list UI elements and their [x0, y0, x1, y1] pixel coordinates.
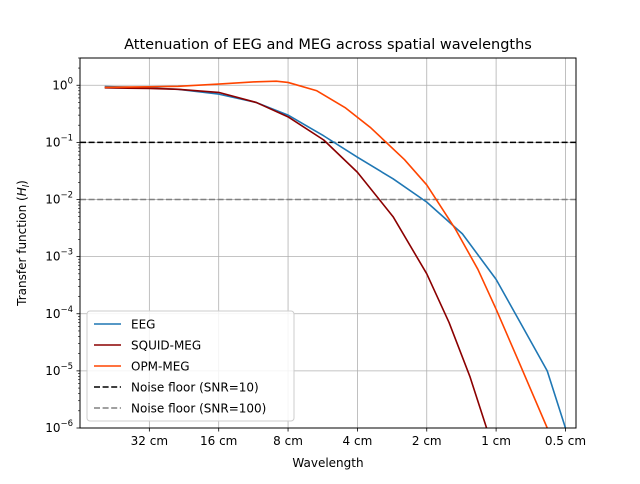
y-tick-label: 100 — [52, 76, 73, 92]
series-line-squid-meg — [104, 87, 488, 428]
x-tick-label: 2 cm — [412, 434, 442, 448]
y-tick-label: 10−4 — [45, 305, 73, 321]
y-axis-label-end: ) — [15, 180, 29, 185]
legend-label: OPM-MEG — [131, 360, 190, 374]
x-tick-label: 1 cm — [481, 434, 511, 448]
x-tick-label: 16 cm — [200, 434, 237, 448]
legend-label: Noise floor (SNR=100) — [131, 402, 266, 416]
y-tick-label: 10−1 — [45, 133, 73, 149]
axis-ticks: 32 cm 16 cm 8 cm 4 cm 2 cm 1 cm 0.5 cm 100 10−1 1… — [45, 57, 586, 448]
legend-label: SQUID-MEG — [131, 339, 201, 353]
noise-floor-lines — [80, 141, 576, 201]
y-axis-label-subscript: l — [22, 184, 32, 187]
chart-title: Attenuation of EEG and MEG across spatia… — [124, 37, 532, 53]
x-tick-label: 32 cm — [131, 434, 168, 448]
x-tick-label: 4 cm — [343, 434, 373, 448]
x-tick-label: 8 cm — [273, 434, 303, 448]
x-tick-label: 0.5 cm — [545, 434, 586, 448]
x-axis-label: Wavelength — [292, 456, 363, 470]
y-axis-label: Transfer function (Hl) — [15, 180, 32, 307]
y-tick-label: 10−2 — [45, 191, 73, 207]
legend-label: Noise floor (SNR=10) — [131, 381, 259, 395]
plot-frame — [79, 57, 577, 429]
series-line-opm-meg — [104, 80, 548, 428]
legend: EEG SQUID-MEG OPM-MEG Noise floor (SNR=10) N… — [86, 310, 295, 422]
y-tick-label: 10−6 — [45, 419, 73, 435]
y-axis-label-symbol: H — [15, 187, 29, 196]
series-lines — [104, 80, 567, 428]
y-axis-label-main: Transfer function ( — [15, 196, 29, 307]
legend-box — [86, 310, 295, 422]
y-tick-label: 10−3 — [45, 248, 73, 264]
legend-label: EEG — [131, 318, 155, 332]
y-tick-label: 10−5 — [45, 362, 73, 378]
